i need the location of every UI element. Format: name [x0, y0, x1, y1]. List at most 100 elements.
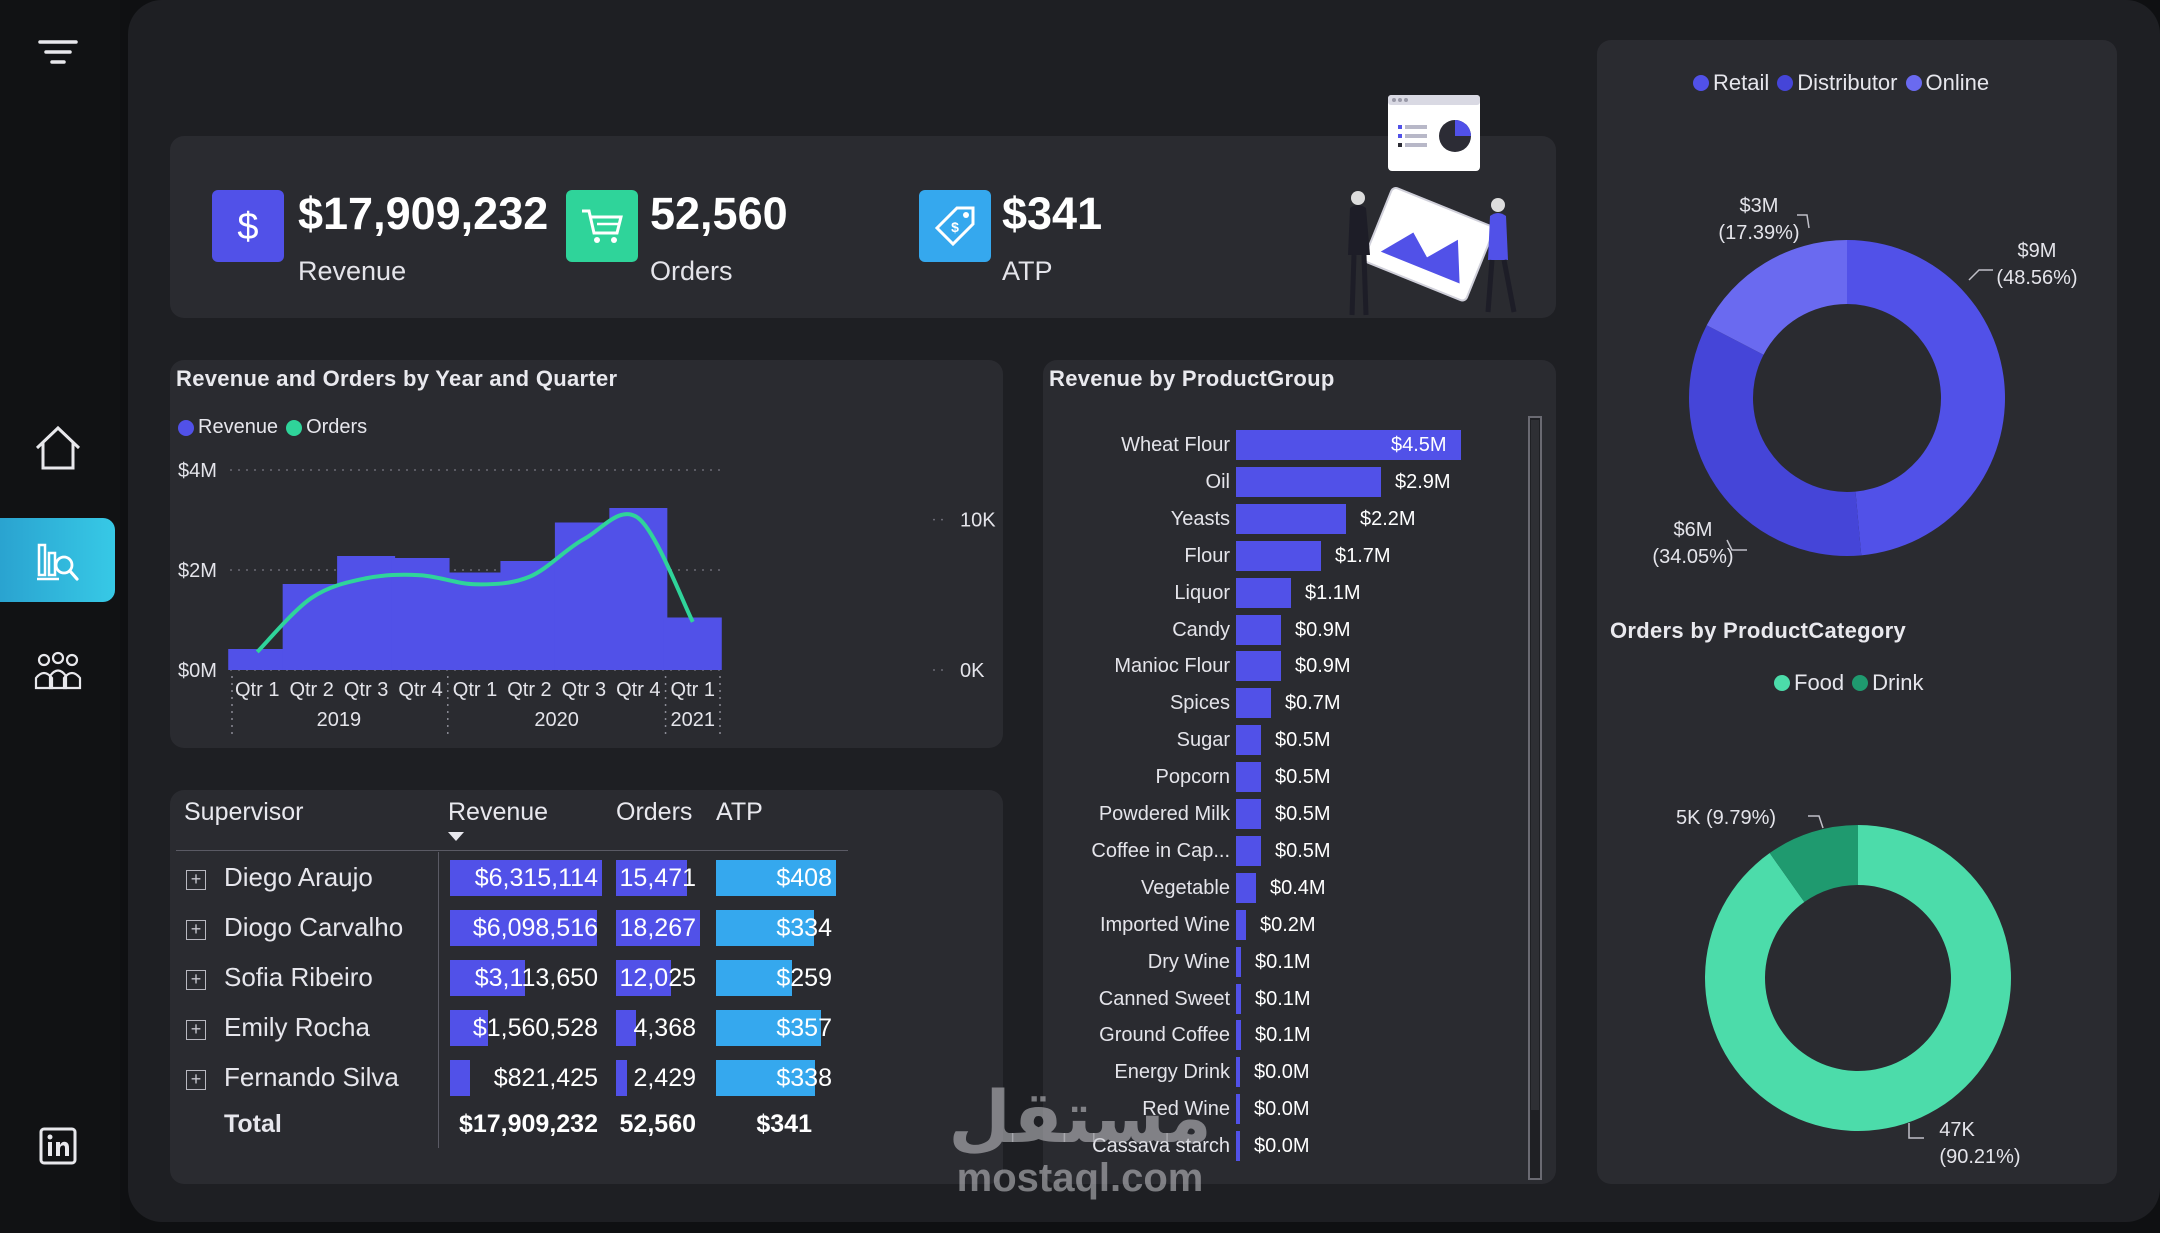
legend-dot — [1905, 75, 1922, 91]
expand-row-icon[interactable]: + — [186, 1070, 206, 1090]
product-group-label: Red Wine — [1142, 1098, 1230, 1121]
supervisor-name: Sofia Ribeiro — [224, 962, 373, 992]
atp-cell-value: $338 — [776, 1064, 832, 1092]
product-group-label: Cassava starch — [1092, 1135, 1230, 1158]
product-group-value: $0.5M — [1275, 766, 1331, 789]
legend-item-online[interactable]: Online — [1905, 70, 1989, 96]
revenue-cell: $1,560,528 — [450, 1010, 602, 1046]
donut-data-label: (34.05%) — [1652, 546, 1733, 568]
revenue-bar — [337, 556, 396, 670]
product-group-bar[interactable] — [1236, 651, 1281, 682]
atp-cell-bar — [716, 960, 793, 996]
atp-cell: $357 — [716, 1010, 836, 1046]
product-group-bar[interactable] — [1236, 1020, 1241, 1051]
home-icon[interactable] — [0, 406, 115, 490]
revenue-cell: $821,425 — [450, 1060, 602, 1096]
team-icon[interactable] — [0, 628, 115, 712]
scrollbar-thumb[interactable] — [1531, 420, 1539, 1110]
y-left-tick-label: $0M — [178, 660, 217, 682]
product-group-bar[interactable] — [1236, 983, 1241, 1014]
product-group-bar[interactable] — [1236, 872, 1256, 903]
x-tick-label: Qtr 4 — [616, 679, 660, 701]
legend-item-revenue[interactable]: Revenue — [178, 416, 278, 439]
header-atp[interactable]: ATP — [716, 798, 763, 826]
product-group-bar[interactable] — [1236, 1094, 1240, 1125]
product-group-bar[interactable] — [1236, 466, 1381, 497]
analytics-illustration — [1348, 95, 1517, 316]
product-group-label: Sugar — [1176, 729, 1230, 752]
product-group-bar[interactable] — [1236, 577, 1291, 608]
revenue-bar — [446, 572, 504, 670]
product-group-bar[interactable] — [1236, 503, 1346, 534]
product-group-bar[interactable] — [1236, 799, 1261, 829]
legend-item-drink[interactable]: Drink — [1852, 670, 1924, 696]
product-group-bar[interactable] — [1236, 430, 1461, 460]
legend-item-food[interactable]: Food — [1774, 670, 1844, 696]
product-group-bar[interactable] — [1236, 1057, 1240, 1088]
product-group-bar[interactable] — [1236, 688, 1271, 719]
atp-cell-value: $408 — [776, 864, 832, 892]
product-group-label: Popcorn — [1155, 766, 1231, 789]
product-group-bar[interactable] — [1236, 835, 1261, 866]
product-group-label: Dry Wine — [1147, 950, 1230, 973]
product-group-bar[interactable] — [1236, 614, 1281, 645]
product-group-bar[interactable] — [1236, 946, 1241, 977]
orders-cell-bar — [616, 1060, 628, 1096]
expand-row-icon[interactable]: + — [186, 970, 206, 990]
revenue-bar — [609, 508, 668, 670]
header-orders[interactable]: Orders — [616, 798, 693, 826]
product-group-bar[interactable] — [1236, 1131, 1240, 1162]
category-donut-chart: 5K (9.79%) 47K (90.21%) — [1676, 807, 2021, 1168]
product-group-label: Manioc Flour — [1114, 655, 1230, 678]
linkedin-icon[interactable] — [0, 1104, 115, 1188]
product-group-value: $0.1M — [1255, 1024, 1311, 1047]
orders-cell: 4,368 — [616, 1010, 700, 1046]
product-group-value: $0.0M — [1254, 1098, 1310, 1121]
header-supervisor[interactable]: Supervisor — [184, 798, 304, 826]
supervisor-name: Fernando Silva — [224, 1062, 399, 1092]
product-group-value: $0.5M — [1275, 803, 1331, 825]
dollar-icon: $ — [212, 190, 284, 262]
product-group-bar[interactable] — [1236, 909, 1246, 940]
product-group-label: Candy — [1172, 618, 1230, 641]
product-group-label: Vegetable — [1141, 876, 1230, 899]
product-group-label: Coffee in Cap... — [1091, 839, 1230, 862]
atp-cell: $334 — [716, 910, 836, 946]
product-group-bar[interactable] — [1236, 725, 1261, 756]
scrollbar-track[interactable] — [1528, 416, 1542, 1180]
filter-menu-icon[interactable] — [0, 10, 115, 94]
revenue-bar — [228, 649, 287, 670]
donut-panel: Retail Distributor Online $9M (48.56%) $6M… — [1597, 40, 2117, 1184]
expand-row-icon[interactable]: + — [186, 1020, 206, 1040]
product-group-bar[interactable] — [1236, 540, 1321, 571]
supervisor-name: Emily Rocha — [224, 1012, 370, 1042]
product-group-value: $2.2M — [1360, 507, 1416, 530]
orders-cell: 2,429 — [616, 1060, 700, 1096]
year-label: 2020 — [534, 709, 579, 731]
donut-data-label: (90.21%) — [1939, 1146, 2020, 1168]
orders-cell: 18,267 — [616, 910, 700, 946]
legend-item-retail[interactable]: Retail — [1693, 70, 1769, 96]
sort-descending-icon[interactable] — [448, 830, 466, 842]
total-label: Total — [224, 1110, 282, 1138]
legend-item-orders[interactable]: Orders — [286, 416, 367, 439]
expand-row-icon[interactable]: + — [186, 870, 206, 890]
product-group-bar[interactable] — [1236, 762, 1261, 793]
revenue-orders-title: Revenue and Orders by Year and Quarter — [176, 366, 618, 391]
orders-cell-value: 4,368 — [633, 1014, 696, 1042]
atp-cell-bar — [716, 910, 815, 946]
header-revenue[interactable]: Revenue — [448, 798, 549, 826]
product-group-label: Ground Coffee — [1099, 1024, 1230, 1047]
revenue-kpi-value: $17,909,232 — [298, 188, 549, 239]
product-group-value: $0.1M — [1255, 987, 1311, 1010]
revenue-orders-panel: Revenue and Orders by Year and Quarter R… — [170, 360, 1003, 748]
y-left-tick-label: $2M — [178, 560, 217, 582]
atp-kpi-label: ATP — [1002, 256, 1053, 286]
legend-item-distributor[interactable]: Distributor — [1777, 70, 1898, 96]
product-group-label: Oil — [1205, 470, 1230, 493]
legend-dot — [1774, 675, 1790, 691]
year-label: 2021 — [671, 709, 716, 731]
analytics-icon[interactable] — [0, 518, 115, 602]
x-tick-label: Qtr 2 — [289, 679, 333, 701]
expand-row-icon[interactable]: + — [186, 920, 206, 940]
